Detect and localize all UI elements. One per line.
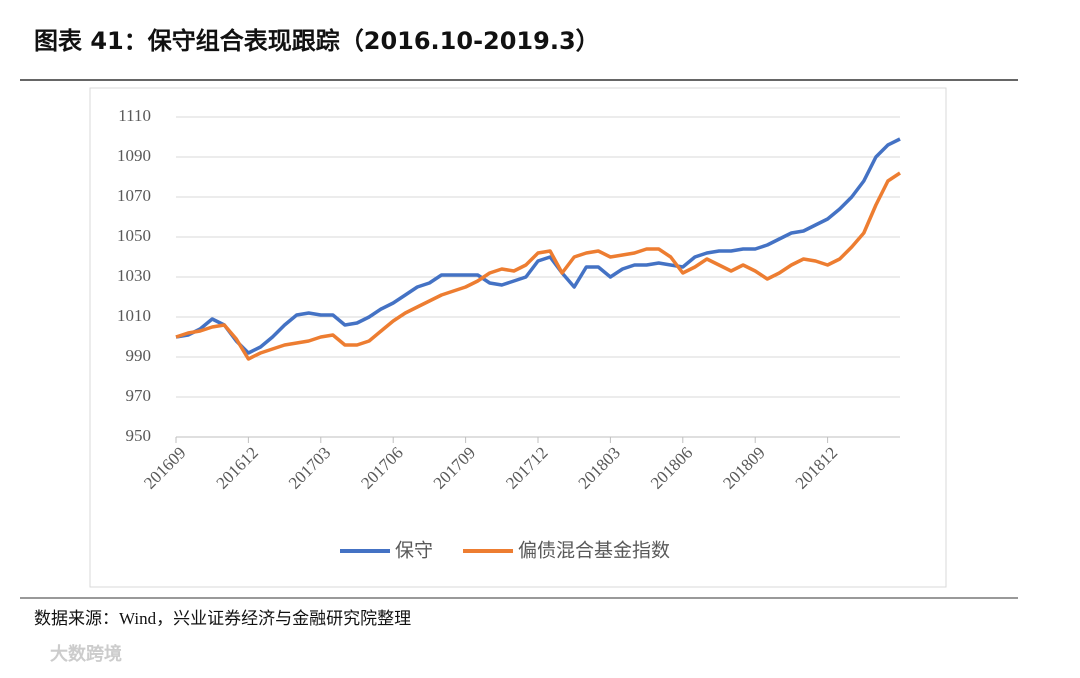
legend-label: 保守 (395, 540, 433, 562)
y-tick-label: 1070 (117, 186, 151, 205)
y-tick-label: 1030 (117, 266, 151, 285)
figure-title: 图表 41：保守组合表现跟踪（2016.10-2019.3） (34, 27, 600, 55)
y-tick-label: 1110 (118, 106, 151, 125)
series-line (175, 171, 901, 361)
y-tick-label: 970 (126, 386, 152, 405)
y-tick-label: 990 (126, 346, 152, 365)
source: 数据来源：Wind，兴业证券经济与金融研究院整理 (34, 609, 411, 628)
watermark: 大数跨境 (50, 643, 122, 665)
y-tick-label: 1050 (117, 226, 151, 245)
series-line (175, 137, 901, 355)
chart-frame (89, 87, 947, 588)
legend-label: 偏债混合基金指数 (518, 540, 670, 562)
y-tick-label: 950 (126, 426, 152, 445)
y-tick-label: 1010 (117, 306, 151, 325)
y-tick-label: 1090 (117, 146, 151, 165)
